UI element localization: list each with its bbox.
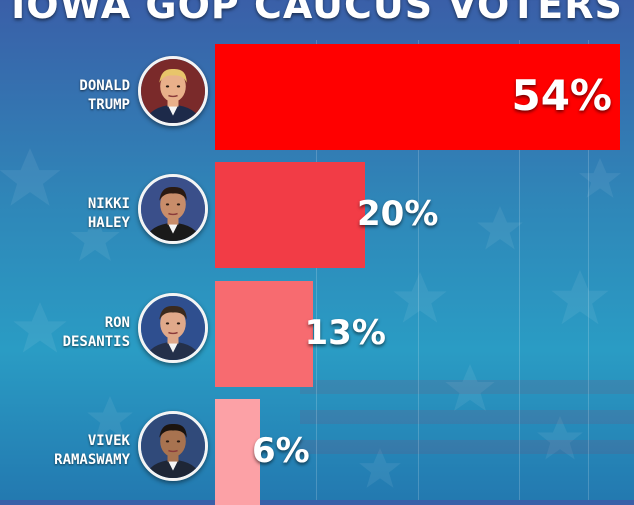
candidate-last-name: DESANTIS bbox=[62, 334, 130, 350]
data-label-haley: 20% bbox=[357, 193, 439, 234]
avatar-ramaswamy bbox=[138, 411, 208, 481]
candidate-first-name: NIKKI bbox=[87, 196, 130, 212]
grid-line bbox=[587, 40, 589, 500]
grid-line bbox=[518, 40, 520, 500]
grid-line bbox=[316, 40, 318, 500]
chart-title: IOWA GOP CAUCUS VOTERS bbox=[11, 0, 623, 27]
bar-ramaswamy bbox=[215, 399, 260, 505]
candidate-last-name: HALEY bbox=[87, 215, 130, 231]
bar-desantis bbox=[215, 281, 313, 387]
bar-trump bbox=[215, 44, 620, 150]
candidate-name-haley: NIKKI HALEY bbox=[0, 195, 130, 233]
avatar-haley bbox=[138, 174, 208, 244]
avatar-trump bbox=[138, 56, 208, 126]
candidate-first-name: VIVEK bbox=[87, 433, 130, 449]
bar-haley bbox=[215, 162, 365, 268]
candidate-name-trump: DONALD TRUMP bbox=[0, 77, 130, 115]
data-label-ramaswamy: 6% bbox=[252, 430, 310, 471]
candidate-last-name: TRUMP bbox=[87, 97, 130, 113]
avatar-desantis bbox=[138, 293, 208, 363]
data-label-trump: 54% bbox=[511, 70, 612, 120]
candidate-first-name: DONALD bbox=[79, 78, 130, 94]
candidate-name-ramaswamy: VIVEK RAMASWAMY bbox=[0, 432, 130, 470]
grid-line bbox=[417, 40, 419, 500]
data-label-desantis: 13% bbox=[304, 312, 386, 353]
candidate-name-desantis: RON DESANTIS bbox=[0, 314, 130, 352]
candidate-last-name: RAMASWAMY bbox=[54, 452, 130, 468]
candidate-first-name: RON bbox=[104, 315, 130, 331]
